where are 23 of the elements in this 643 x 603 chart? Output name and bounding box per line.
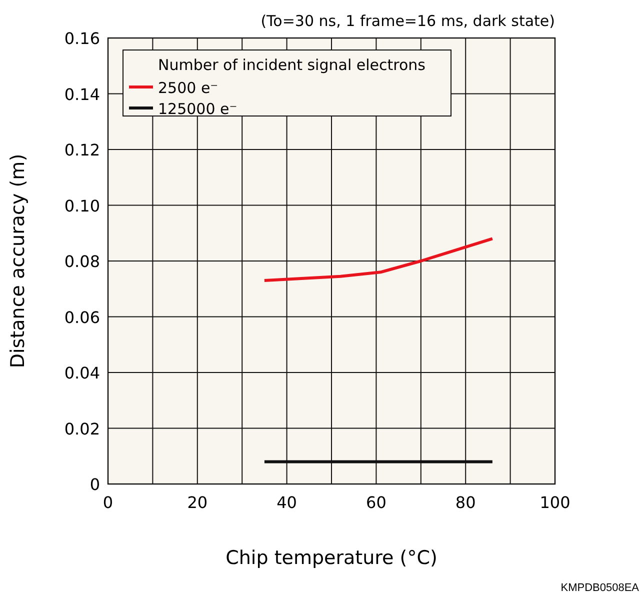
x-axis-title: Chip temperature (°C) — [226, 547, 438, 569]
y-tick-label: 0.12 — [64, 140, 100, 160]
y-tick-label: 0.08 — [64, 252, 100, 271]
text: KMPDB0508EA — [560, 582, 640, 594]
x-tick-label: 80 — [455, 493, 476, 512]
x-tick-label: 100 — [540, 493, 570, 512]
legend-label: 2500 e⁻ — [158, 79, 218, 97]
x-tick-label: 20 — [187, 493, 208, 512]
legend-title: Number of incident signal electrons — [158, 56, 426, 74]
x-tick-label: 60 — [366, 493, 386, 512]
chart-subtitle: (To=30 ns, 1 frame=16 ms, dark state) — [260, 12, 555, 30]
y-tick-label: 0.02 — [64, 419, 100, 438]
x-tick-label: 40 — [276, 493, 297, 512]
y-tick-label: 0 — [90, 475, 100, 494]
x-tick-label: 0 — [102, 493, 114, 512]
y-tick-label: 0.10 — [64, 196, 100, 216]
legend-label: 125000 e⁻ — [158, 100, 238, 118]
y-tick-label: 0.04 — [64, 364, 100, 382]
y-tick-label: 0.16 — [64, 29, 100, 48]
y-axis-title: Distance accuracy (m) — [7, 154, 29, 368]
line-series — [262, 237, 494, 282]
y-tick-label: 0.06 — [64, 308, 100, 327]
y-tick-label: 0.14 — [64, 84, 100, 104]
